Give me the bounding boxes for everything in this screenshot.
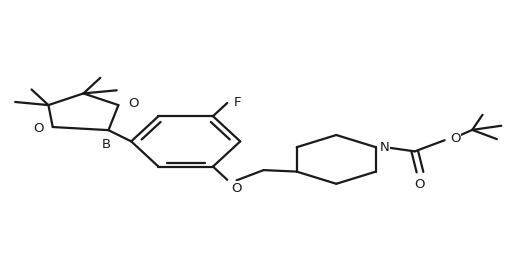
Text: B: B	[101, 138, 111, 151]
Text: O: O	[415, 178, 425, 191]
Text: N: N	[380, 141, 390, 154]
Text: F: F	[233, 97, 241, 109]
Text: O: O	[128, 97, 138, 110]
Text: O: O	[33, 122, 43, 135]
Text: O: O	[231, 182, 242, 195]
Text: O: O	[450, 132, 460, 145]
